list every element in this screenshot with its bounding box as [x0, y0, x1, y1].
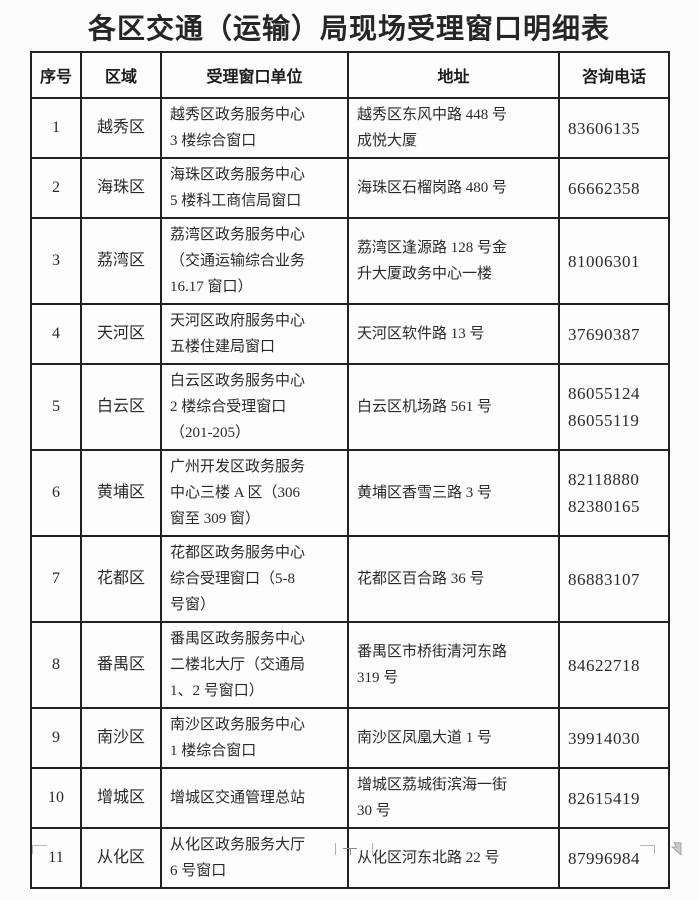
cell-serial-number: 3: [30, 217, 82, 305]
cell-serial-number: 1: [30, 97, 82, 159]
cell-window-unit: 海珠区政务服务中心 5 楼科工商信局窗口: [160, 157, 349, 219]
cell-window-unit: 番禺区政务服务中心 二楼北大厅（交通局 1、2 号窗口）: [160, 621, 349, 709]
cell-address: 从化区河东北路 22 号: [347, 827, 560, 889]
cell-window-unit: 广州开发区政务服务 中心三楼 A 区（306 窗至 309 窗）: [160, 449, 349, 537]
cell-district: 越秀区: [80, 97, 162, 159]
cell-window-unit: 增城区交通管理总站: [160, 767, 349, 829]
cell-serial-number: 9: [30, 707, 82, 769]
cell-phone: 84622718: [558, 621, 670, 709]
cell-serial-number: 7: [30, 535, 82, 623]
cell-district: 天河区: [80, 303, 162, 365]
cell-serial-number: 5: [30, 363, 82, 451]
cell-window-unit: 从化区政务服务大厅 6 号窗口: [160, 827, 349, 889]
cell-phone: 82118880 82380165: [558, 449, 670, 537]
cell-address: 荔湾区逢源路 128 号金 升大厦政务中心一楼: [347, 217, 560, 305]
table-header-row: 序号 区域 受理窗口单位 地址 咨询电话: [30, 51, 670, 99]
cell-address: 黄埔区香雪三路 3 号: [347, 449, 560, 537]
table-row: 11 从化区 从化区政务服务大厅 6 号窗口 从化区河东北路 22 号 8799…: [30, 827, 670, 889]
cell-phone: 83606135: [558, 97, 670, 159]
cell-district: 海珠区: [80, 157, 162, 219]
cell-window-unit: 荔湾区政务服务中心 （交通运输综合业务 16.17 窗口）: [160, 217, 349, 305]
cell-window-unit: 南沙区政务服务中心 1 楼综合窗口: [160, 707, 349, 769]
cell-district: 花都区: [80, 535, 162, 623]
table-row: 3 荔湾区 荔湾区政务服务中心 （交通运输综合业务 16.17 窗口） 荔湾区逢…: [30, 217, 670, 305]
cell-address: 越秀区东风中路 448 号 成悦大厦: [347, 97, 560, 159]
cell-phone: 82615419: [558, 767, 670, 829]
table-row: 4 天河区 天河区政府服务中心 五楼住建局窗口 天河区软件路 13 号 3769…: [30, 303, 670, 365]
cell-serial-number: 2: [30, 157, 82, 219]
table-row: 9 南沙区 南沙区政务服务中心 1 楼综合窗口 南沙区凤凰大道 1 号 3991…: [30, 707, 670, 769]
mouse-cursor-icon: [671, 842, 683, 856]
cell-address: 海珠区石榴岗路 480 号: [347, 157, 560, 219]
cell-serial-number: 10: [30, 767, 82, 829]
cell-phone: 66662358: [558, 157, 670, 219]
cell-address: 番禺区市桥街清河东路 319 号: [347, 621, 560, 709]
cell-phone: 39914030: [558, 707, 670, 769]
column-header-district: 区域: [80, 51, 162, 99]
cell-serial-number: 6: [30, 449, 82, 537]
cell-serial-number: 11: [30, 827, 82, 889]
cell-district: 黄埔区: [80, 449, 162, 537]
reception-window-table: 序号 区域 受理窗口单位 地址 咨询电话 1 越秀区 越秀区政务服务中心 3 楼…: [30, 51, 670, 889]
column-header-unit: 受理窗口单位: [160, 51, 349, 99]
cell-district: 增城区: [80, 767, 162, 829]
cell-phone: 86055124 86055119: [558, 363, 670, 451]
cell-address: 白云区机场路 561 号: [347, 363, 560, 451]
cell-district: 白云区: [80, 363, 162, 451]
cell-phone: 81006301: [558, 217, 670, 305]
tick-mark-icon: [372, 843, 373, 855]
column-header-no: 序号: [30, 51, 82, 99]
table-row: 1 越秀区 越秀区政务服务中心 3 楼综合窗口 越秀区东风中路 448 号 成悦…: [30, 97, 670, 159]
cell-window-unit: 越秀区政务服务中心 3 楼综合窗口: [160, 97, 349, 159]
cell-phone: 86883107: [558, 535, 670, 623]
cell-window-unit: 白云区政务服务中心 2 楼综合受理窗口 （201-205）: [160, 363, 349, 451]
cell-district: 南沙区: [80, 707, 162, 769]
cell-window-unit: 天河区政府服务中心 五楼住建局窗口: [160, 303, 349, 365]
table-row: 10 增城区 增城区交通管理总站 增城区荔城街滨海一街 30 号 8261541…: [30, 767, 670, 829]
cell-serial-number: 4: [30, 303, 82, 365]
table-handle-left-icon: [32, 845, 47, 854]
cell-district: 番禺区: [80, 621, 162, 709]
tick-mark-icon: [335, 843, 336, 855]
column-header-address: 地址: [347, 51, 560, 99]
cell-district: 从化区: [80, 827, 162, 889]
cell-address: 天河区软件路 13 号: [347, 303, 560, 365]
cell-district: 荔湾区: [80, 217, 162, 305]
column-header-phone: 咨询电话: [558, 51, 670, 99]
table-body: 1 越秀区 越秀区政务服务中心 3 楼综合窗口 越秀区东风中路 448 号 成悦…: [30, 97, 670, 889]
table-row: 7 花都区 花都区政务服务中心 综合受理窗口（5-8 号窗） 花都区百合路 36…: [30, 535, 670, 623]
table-row: 5 白云区 白云区政务服务中心 2 楼综合受理窗口 （201-205） 白云区机…: [30, 363, 670, 451]
cell-address: 花都区百合路 36 号: [347, 535, 560, 623]
cell-address: 南沙区凤凰大道 1 号: [347, 707, 560, 769]
cell-window-unit: 花都区政务服务中心 综合受理窗口（5-8 号窗）: [160, 535, 349, 623]
cell-serial-number: 8: [30, 621, 82, 709]
table-row: 8 番禺区 番禺区政务服务中心 二楼北大厅（交通局 1、2 号窗口） 番禺区市桥…: [30, 621, 670, 709]
table-row: 6 黄埔区 广州开发区政务服务 中心三楼 A 区（306 窗至 309 窗） 黄…: [30, 449, 670, 537]
page-title: 各区交通（运输）局现场受理窗口明细表: [87, 14, 610, 45]
cell-phone: 87996984: [558, 827, 670, 889]
cell-phone: 37690387: [558, 303, 670, 365]
cell-address: 增城区荔城街滨海一街 30 号: [347, 767, 560, 829]
table-handle-right-icon: [640, 845, 655, 854]
table-row: 2 海珠区 海珠区政务服务中心 5 楼科工商信局窗口 海珠区石榴岗路 480 号…: [30, 157, 670, 219]
table-anchor-icon: [343, 848, 357, 856]
